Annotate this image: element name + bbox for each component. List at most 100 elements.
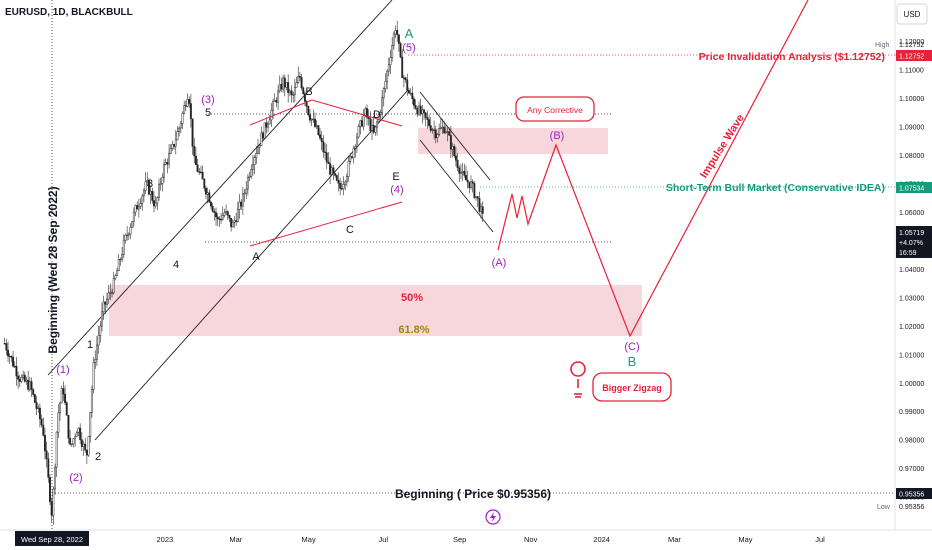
candle-body — [413, 98, 415, 106]
candle-body — [54, 466, 56, 490]
time-tick-label: Mar — [229, 535, 242, 544]
lightning-event-icon[interactable] — [485, 509, 501, 525]
candle-body — [332, 167, 335, 174]
candle-body — [260, 132, 263, 146]
candle-body — [290, 90, 293, 95]
candle-body — [189, 103, 192, 120]
candle-body — [116, 270, 119, 276]
candle-body — [27, 379, 30, 390]
candle-body — [136, 205, 139, 210]
time-tick-label: Jul — [815, 535, 825, 544]
candle-body — [230, 218, 233, 228]
price-tick-label: 1.04000 — [899, 267, 924, 274]
candle-body — [449, 134, 452, 150]
candle-body — [429, 125, 432, 131]
time-cursor-label: Wed Sep 28, 2022 — [15, 531, 89, 546]
candle-body — [293, 86, 296, 95]
candle-body — [50, 501, 53, 516]
price-tick-label: 0.99000 — [899, 409, 924, 416]
candle-body — [476, 196, 479, 199]
candle-body — [104, 301, 107, 305]
candle-body — [132, 211, 135, 222]
candle-body — [141, 195, 144, 204]
candle-body — [424, 112, 427, 118]
invalidation-price-tag-text: 1.12752 — [899, 54, 924, 61]
candle-body — [359, 120, 362, 127]
candle-body — [218, 218, 221, 220]
candle-body — [349, 156, 352, 162]
candle-body — [295, 82, 298, 88]
currency-button[interactable]: USD — [896, 3, 928, 25]
candle-body — [478, 198, 481, 212]
candle-body — [60, 388, 63, 404]
candle-body — [480, 206, 483, 212]
wave-label-A-major: A — [405, 26, 414, 41]
candle-body — [191, 118, 194, 147]
wave-label-A: A — [252, 251, 260, 263]
candle-body — [32, 389, 35, 395]
candle-body — [310, 118, 313, 121]
candle-body — [178, 127, 181, 132]
candle-body — [94, 359, 97, 363]
candle-body — [129, 227, 132, 235]
wave-label-B-paren: (B) — [550, 130, 565, 142]
candle-body — [3, 343, 6, 345]
candle-body — [377, 114, 380, 123]
candle-body — [10, 355, 13, 358]
candle-body — [47, 458, 50, 478]
time-tick-label: Sep — [453, 535, 466, 544]
candle-body — [382, 88, 385, 99]
candle-body — [119, 258, 122, 261]
candle-body — [436, 134, 439, 139]
candle-body — [101, 311, 103, 327]
wave-label-4: 4 — [173, 259, 179, 271]
time-tick-label: Jul — [378, 535, 388, 544]
candle-body — [461, 171, 464, 173]
time-tick-label: May — [302, 535, 316, 544]
candle-body — [92, 362, 95, 390]
time-tick-label: 2024 — [593, 535, 610, 544]
candle-body — [251, 164, 254, 170]
wave-label-5: 5 — [205, 107, 211, 119]
candle-body — [112, 278, 115, 294]
candle-body — [176, 131, 179, 141]
time-tick-label: May — [738, 535, 752, 544]
beginning-price-tag-text: 0.95356 — [899, 492, 924, 499]
bigger-zigzag-callout: Bigger Zigzag — [592, 372, 672, 402]
candle-body — [402, 77, 405, 79]
candle-body — [262, 132, 264, 139]
candle-body — [463, 171, 466, 176]
candle-body — [226, 211, 229, 216]
candle-body — [444, 131, 447, 134]
candle-body — [303, 93, 306, 102]
price-tick-label: 1.03000 — [899, 295, 924, 302]
candle-body — [20, 377, 23, 382]
price-tick-label: 1.01000 — [899, 352, 924, 359]
candle-body — [246, 177, 249, 190]
candle-body — [164, 162, 167, 165]
candle-body — [345, 176, 348, 183]
wave-label-B-major: B — [628, 354, 637, 369]
candle-body — [404, 77, 407, 81]
candle-body — [233, 220, 236, 223]
candle-body — [320, 137, 323, 142]
candle-body — [337, 180, 340, 184]
candle-body — [267, 123, 269, 128]
candle-body — [7, 349, 9, 357]
candle-body — [414, 105, 417, 109]
candle-body — [43, 435, 46, 452]
candle-body — [67, 415, 70, 439]
candle-body — [367, 117, 370, 119]
candle-body — [85, 449, 88, 456]
candle-body — [205, 187, 207, 195]
candle-body — [459, 172, 462, 174]
candle-body — [179, 122, 182, 129]
candle-body — [265, 122, 268, 128]
price-tick-label: 1.09000 — [899, 124, 924, 131]
candle-body — [438, 128, 441, 135]
candle-body — [357, 126, 360, 138]
candle-body — [453, 146, 456, 157]
channel-line-lower — [94, 89, 409, 441]
candle-body — [481, 206, 484, 214]
